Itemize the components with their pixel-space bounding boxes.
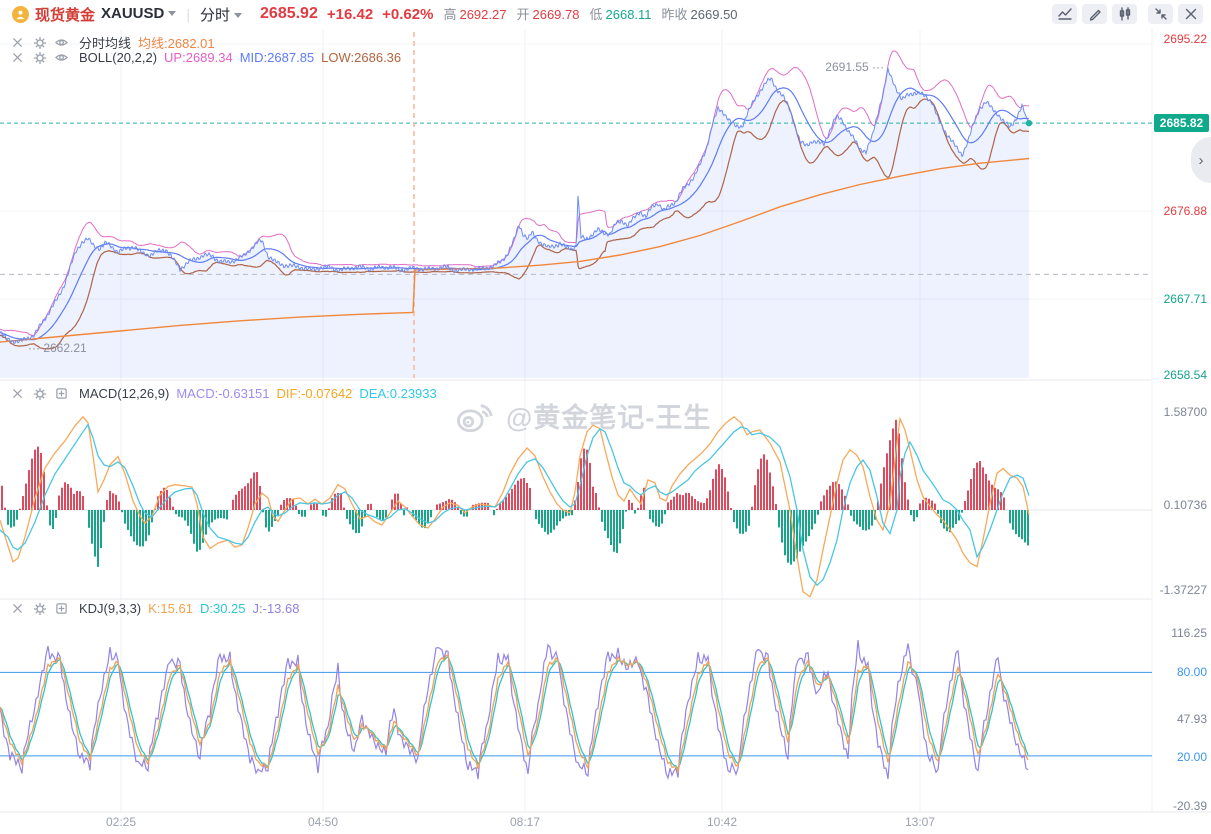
chart-svg[interactable]: 2691.55 ··· ··· 2662.21 [0, 28, 1211, 834]
legend-value: DIF:-0.07642 [276, 386, 353, 401]
panel-expand-chevron[interactable]: › [1191, 137, 1211, 183]
interval-selector[interactable]: 分时 [200, 4, 243, 25]
legend-kdj: KDJ(9,3,3) K:15.61 D:30.25 J:-13.68 [10, 601, 300, 616]
expand-icon[interactable] [54, 601, 69, 616]
chart-area[interactable]: 2691.55 ··· ··· 2662.21 分时均线 均线:2682.01 BOL… [0, 28, 1211, 834]
daily-stats: 高 2692.27 开 2669.78 低 2668.11 昨收 2669.50 [433, 4, 737, 24]
gear-icon[interactable] [32, 601, 47, 616]
close-button[interactable] [1178, 4, 1203, 24]
close-icon[interactable] [10, 35, 25, 50]
axis-label: 2667.71 [1163, 292, 1207, 306]
legend-title: 分时均线 [79, 36, 132, 51]
expand-icon[interactable] [54, 386, 69, 401]
axis-label: 20.00 [1176, 750, 1207, 764]
gold-logo-icon [12, 5, 29, 23]
close-icon[interactable] [10, 601, 25, 616]
symbol-name: 现货黄金 [35, 6, 96, 24]
legend-title: KDJ(9,3,3) [79, 601, 142, 616]
peak-annotation: 2691.55 ··· [825, 60, 884, 74]
chevron-down-icon [168, 11, 177, 17]
axis-label: -20.39 [1172, 799, 1207, 813]
draw-icon [1089, 9, 1101, 21]
legend-value: LOW:2686.36 [321, 50, 402, 65]
axis-label: 2676.88 [1163, 204, 1207, 218]
stat-开: 开 2669.78 [516, 7, 580, 22]
collapse-icon [1154, 8, 1167, 20]
collapse-button[interactable] [1148, 4, 1173, 24]
symbol-code: XAUUSD [101, 5, 165, 22]
time-label: 13:07 [904, 815, 936, 829]
stat-昨收: 昨收 2669.50 [661, 7, 738, 22]
current-price-badge: 2685.82 [1154, 114, 1209, 133]
axis-label: 80.00 [1176, 665, 1207, 679]
line-chart-icon [1057, 8, 1072, 20]
time-label: 08:17 [509, 815, 541, 829]
axis-label: 0.10736 [1163, 498, 1207, 512]
legend-value: 均线:2682.01 [138, 36, 215, 51]
candlestick-icon [1119, 7, 1130, 21]
time-label: 02:25 [105, 815, 137, 829]
eye-icon[interactable] [54, 35, 69, 50]
chevron-down-icon [234, 12, 243, 18]
time-label: 10:42 [706, 815, 738, 829]
legend-value: K:15.61 [148, 601, 193, 616]
weibo-icon [457, 403, 493, 432]
eye-icon[interactable] [54, 50, 69, 65]
close-icon[interactable] [10, 50, 25, 65]
legend-title: MACD(12,26,9) [79, 386, 170, 401]
legend-value: J:-13.68 [252, 601, 300, 616]
gear-icon[interactable] [32, 50, 47, 65]
legend-macd: MACD(12,26,9) MACD:-0.63151 DIF:-0.07642 DE… [10, 386, 437, 401]
time-label: 04:50 [307, 815, 339, 829]
watermark: @黄金笔记-王生 [455, 396, 711, 435]
low-annotation: ··· 2662.21 [28, 341, 87, 355]
axis-label: 2695.22 [1163, 32, 1207, 46]
symbol-selector[interactable]: XAUUSD [95, 5, 177, 23]
legend-value: DEA:0.23933 [359, 386, 437, 401]
axis-label: -1.37227 [1159, 583, 1207, 597]
price-change-pct: +0.62% [382, 5, 434, 23]
legend-value: MID:2687.85 [239, 50, 315, 65]
last-price: 2685.92 [260, 5, 318, 22]
gear-icon[interactable] [32, 35, 47, 50]
legend-value: MACD:-0.63151 [176, 386, 270, 401]
header-toolbar [1052, 4, 1203, 24]
price-change: +16.42 [326, 5, 374, 23]
stat-低: 低 2668.11 [589, 7, 652, 22]
candlestick-button[interactable] [1112, 4, 1137, 24]
legend-ma: 分时均线 均线:2682.01 [10, 33, 215, 52]
axis-label: 2658.54 [1163, 368, 1207, 382]
divider: | [186, 6, 190, 22]
header: 现货黄金 XAUUSD | 分时 2685.92 +16.42 +0.62% 高… [0, 0, 1211, 28]
gear-icon[interactable] [32, 386, 47, 401]
close-icon [1185, 8, 1196, 20]
axis-label: 47.93 [1176, 712, 1207, 726]
axis-label: 1.58700 [1163, 405, 1207, 419]
axis-label: 116.25 [1171, 626, 1207, 640]
legend-title: BOLL(20,2,2) [79, 50, 158, 65]
stat-高: 高 2692.27 [443, 7, 507, 22]
legend-value: UP:2689.34 [164, 50, 233, 65]
line-chart-button[interactable] [1052, 4, 1077, 24]
watermark-text: @黄金笔记-王生 [506, 403, 712, 433]
close-icon[interactable] [10, 386, 25, 401]
draw-button[interactable] [1082, 4, 1107, 24]
legend-value: D:30.25 [199, 601, 246, 616]
legend-boll: BOLL(20,2,2) UP:2689.34 MID:2687.85 LOW:268… [10, 50, 401, 65]
interval-label: 分时 [200, 6, 231, 24]
